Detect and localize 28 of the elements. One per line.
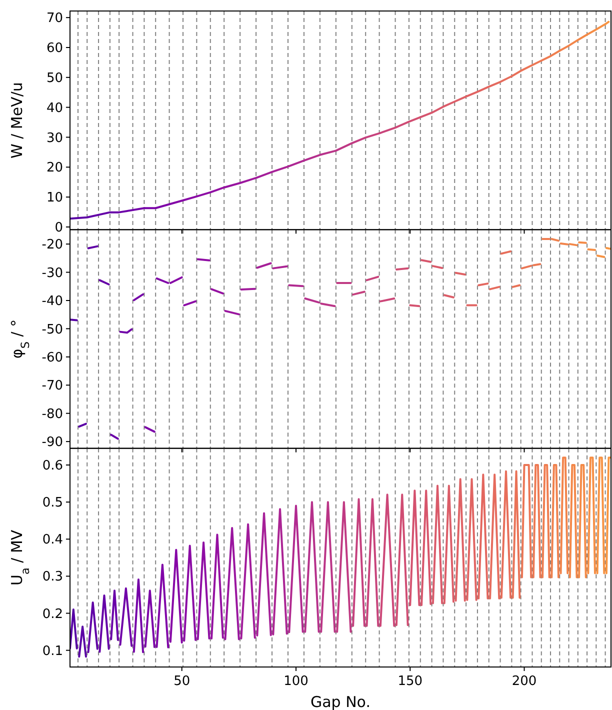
y-tick-label: 50	[46, 70, 63, 86]
y-tick-label: -70	[42, 378, 63, 394]
y-tick-label: -20	[42, 238, 63, 253]
x-tick-label: 50	[174, 674, 190, 689]
x-axis-title: Gap No.	[310, 693, 371, 710]
x-tick-label: 150	[398, 674, 423, 689]
y-tick-label: 0.3	[42, 570, 63, 585]
y-tick-label: 70	[46, 11, 63, 26]
y-tick-label: 40	[46, 100, 63, 116]
y-tick-label: -50	[42, 322, 63, 338]
x-tick-label: 200	[512, 674, 537, 689]
x-tick-label: 100	[284, 674, 308, 689]
y-tick-label: -90	[42, 435, 63, 450]
y-tick-label: -60	[42, 350, 63, 366]
y-tick-label: -40	[42, 294, 63, 310]
y-tick-label: -80	[42, 406, 63, 422]
y-tick-label: 30	[46, 130, 63, 146]
y-tick-label: -30	[42, 266, 63, 281]
y-axis-title: W / MeV/u	[8, 82, 26, 159]
y-tick-label: 0.4	[42, 532, 63, 548]
y-tick-label: 0.5	[42, 496, 63, 511]
y-tick-label: 0.1	[42, 644, 63, 659]
y-tick-label: 20	[46, 160, 63, 176]
y-tick-label: 0	[54, 220, 63, 236]
y-tick-label: 60	[46, 41, 63, 56]
y-tick-label: 10	[46, 190, 63, 206]
y-tick-label: 0.2	[42, 606, 63, 622]
y-tick-label: 0.6	[42, 458, 63, 474]
